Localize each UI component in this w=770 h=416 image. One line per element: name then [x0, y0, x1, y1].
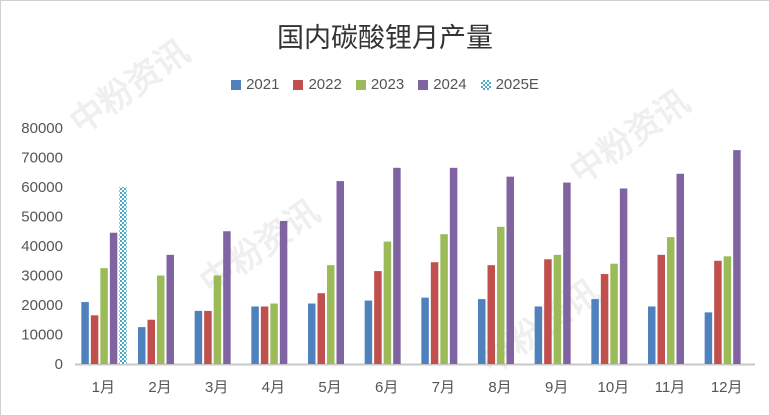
- bar-2021-8月: [478, 299, 486, 364]
- legend-swatch: [480, 79, 491, 90]
- x-tick-label: 6月: [375, 379, 398, 396]
- bar-2021-7月: [421, 297, 429, 364]
- bar-2021-4月: [251, 306, 259, 364]
- bar-2024-5月: [336, 181, 344, 364]
- bar-2024-10月: [619, 188, 628, 364]
- y-tick-label: 0: [55, 356, 63, 373]
- legend-item-2023: 2023: [355, 76, 405, 93]
- bar-2023-12月: [723, 256, 732, 364]
- bar-2021-11月: [648, 306, 656, 364]
- x-tick-label: 7月: [432, 379, 455, 396]
- bar-2024-7月: [449, 167, 458, 364]
- bar-2024-4月: [279, 220, 288, 364]
- bar-2024-11月: [676, 173, 684, 364]
- y-tick-label: 70000: [21, 150, 63, 167]
- bar-2023-6月: [383, 241, 392, 364]
- y-tick-label: 10000: [21, 327, 63, 344]
- x-tick-label: 3月: [205, 379, 228, 396]
- bar-2022-2月: [147, 319, 155, 364]
- bar-2022-11月: [657, 254, 665, 364]
- y-tick-label: 50000: [21, 209, 63, 226]
- y-tick-label: 60000: [21, 179, 63, 196]
- x-tick-label: 10月: [597, 379, 629, 396]
- bar-2022-1月: [90, 315, 99, 364]
- bar-2024-12月: [733, 150, 741, 364]
- bar-2023-10月: [610, 263, 618, 364]
- legend-swatch: [418, 79, 429, 90]
- bar-2024-6月: [393, 167, 401, 364]
- bar-2023-7月: [440, 234, 448, 364]
- bar-2024-1月: [109, 232, 118, 364]
- legend-swatch: [231, 79, 242, 90]
- y-tick-label: 30000: [21, 268, 63, 285]
- y-tick-label: 80000: [21, 120, 63, 137]
- y-tick-label: 40000: [21, 238, 63, 255]
- bar-2022-6月: [374, 271, 382, 364]
- x-tick-label: 11月: [655, 379, 686, 396]
- bar-2023-2月: [157, 275, 165, 364]
- bar-2021-9月: [534, 306, 543, 364]
- bar-2022-8月: [487, 265, 495, 364]
- bar-2022-9月: [544, 259, 552, 364]
- x-tick-label: 5月: [318, 379, 341, 396]
- x-tick-label: 2月: [148, 379, 171, 396]
- bar-2023-8月: [497, 226, 505, 364]
- legend-swatch: [355, 79, 366, 90]
- bar-2022-7月: [430, 262, 439, 364]
- bar-2023-9月: [553, 254, 562, 364]
- bar-2024-8月: [506, 176, 514, 364]
- legend: 2021 2022 2023 2024 2025E: [0, 76, 770, 93]
- bar-2022-4月: [260, 306, 269, 364]
- bar-2024-9月: [563, 182, 571, 364]
- bar-2023-4月: [270, 303, 278, 364]
- bar-2023-1月: [100, 268, 108, 364]
- bar-2021-5月: [308, 303, 316, 364]
- bar-2024-3月: [223, 231, 231, 364]
- x-tick-label: 1月: [92, 379, 115, 396]
- legend-label: 2023: [370, 76, 405, 93]
- bar-2023-5月: [327, 265, 335, 364]
- bar-2022-3月: [204, 310, 212, 364]
- bar-2023-11月: [667, 237, 675, 364]
- bar-2022-12月: [714, 260, 722, 364]
- legend-swatch: [293, 79, 304, 90]
- bar-2022-5月: [317, 293, 325, 364]
- legend-item-2024: 2024: [418, 76, 467, 93]
- bar-2022-10月: [600, 274, 609, 364]
- y-tick-label: 20000: [21, 297, 63, 314]
- bar-2021-6月: [364, 300, 373, 364]
- legend-label: 2021: [246, 76, 280, 93]
- x-tick-label: 4月: [262, 379, 285, 396]
- legend-label: 2022: [308, 76, 342, 93]
- bar-2021-3月: [194, 310, 203, 364]
- legend-label: 2025E: [495, 76, 539, 93]
- bar-2025E-1月: [119, 187, 127, 364]
- bar-2021-12月: [704, 312, 713, 364]
- x-tick-label: 8月: [488, 379, 511, 396]
- chart-title: 国内碳酸锂月产量: [277, 23, 493, 54]
- bar-2021-1月: [81, 302, 89, 364]
- bar-2023-3月: [213, 275, 222, 364]
- legend-label: 2024: [433, 76, 467, 93]
- bar-2021-10月: [591, 299, 599, 364]
- bar-2021-2月: [138, 327, 146, 364]
- x-tick-label: 12月: [711, 379, 743, 396]
- legend-item-2021: 2021: [231, 76, 279, 93]
- legend-item-2022: 2022: [293, 76, 342, 93]
- bar-2024-2月: [166, 254, 174, 364]
- legend-item-2025E: 2025E: [480, 76, 539, 93]
- x-tick-label: 9月: [545, 379, 568, 396]
